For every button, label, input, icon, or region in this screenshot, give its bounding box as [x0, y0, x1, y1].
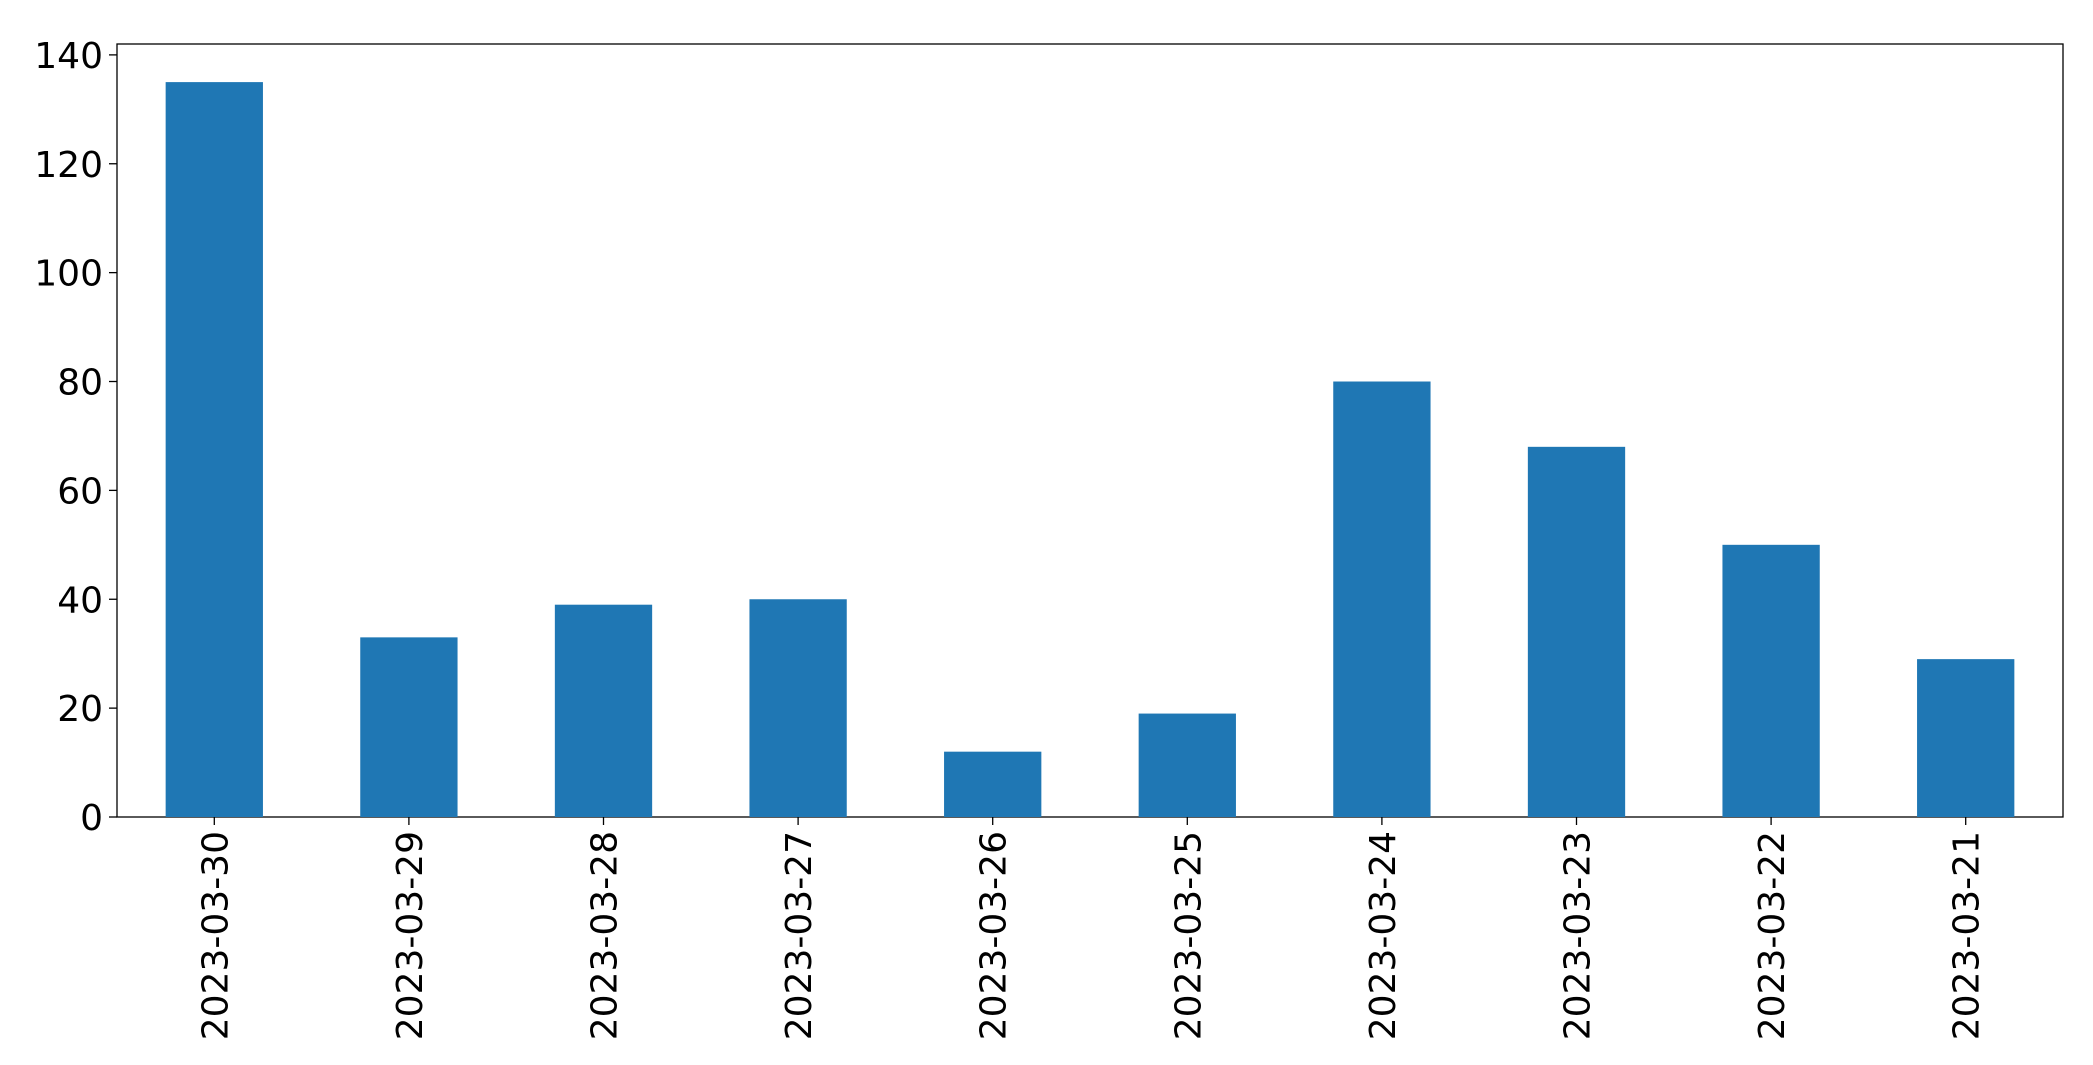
- x-tick-label: 2023-03-21: [1947, 831, 1988, 1040]
- x-tick-label: 2023-03-23: [1558, 831, 1599, 1040]
- bar: [360, 637, 458, 817]
- bar: [1917, 659, 2015, 817]
- bar: [944, 751, 1042, 817]
- y-tick-label: 0: [80, 798, 103, 839]
- bar: [1333, 381, 1431, 817]
- bar: [1138, 713, 1236, 817]
- bar: [1527, 446, 1626, 817]
- y-tick-label: 20: [57, 689, 103, 730]
- x-tick-label: 2023-03-24: [1363, 831, 1404, 1040]
- y-tick-label: 140: [34, 36, 103, 77]
- plot-frame: [116, 43, 2064, 818]
- y-tick-label: 120: [34, 145, 103, 186]
- x-tick-label: 2023-03-30: [195, 831, 236, 1040]
- y-tick-label: 60: [57, 471, 103, 512]
- x-tick-label: 2023-03-26: [974, 831, 1015, 1040]
- bar: [554, 604, 653, 817]
- bar: [165, 82, 263, 817]
- bar: [749, 599, 847, 817]
- x-tick-label: 2023-03-29: [390, 831, 431, 1040]
- bar: [1722, 544, 1820, 817]
- y-tick-label: 80: [57, 363, 103, 404]
- x-tick-label: 2023-03-22: [1752, 831, 1793, 1040]
- x-tick-label: 2023-03-25: [1168, 831, 1209, 1040]
- y-tick-label: 40: [57, 580, 103, 621]
- x-tick-label: 2023-03-27: [779, 831, 820, 1040]
- x-tick-label: 2023-03-28: [585, 831, 626, 1040]
- y-tick-label: 100: [34, 254, 103, 295]
